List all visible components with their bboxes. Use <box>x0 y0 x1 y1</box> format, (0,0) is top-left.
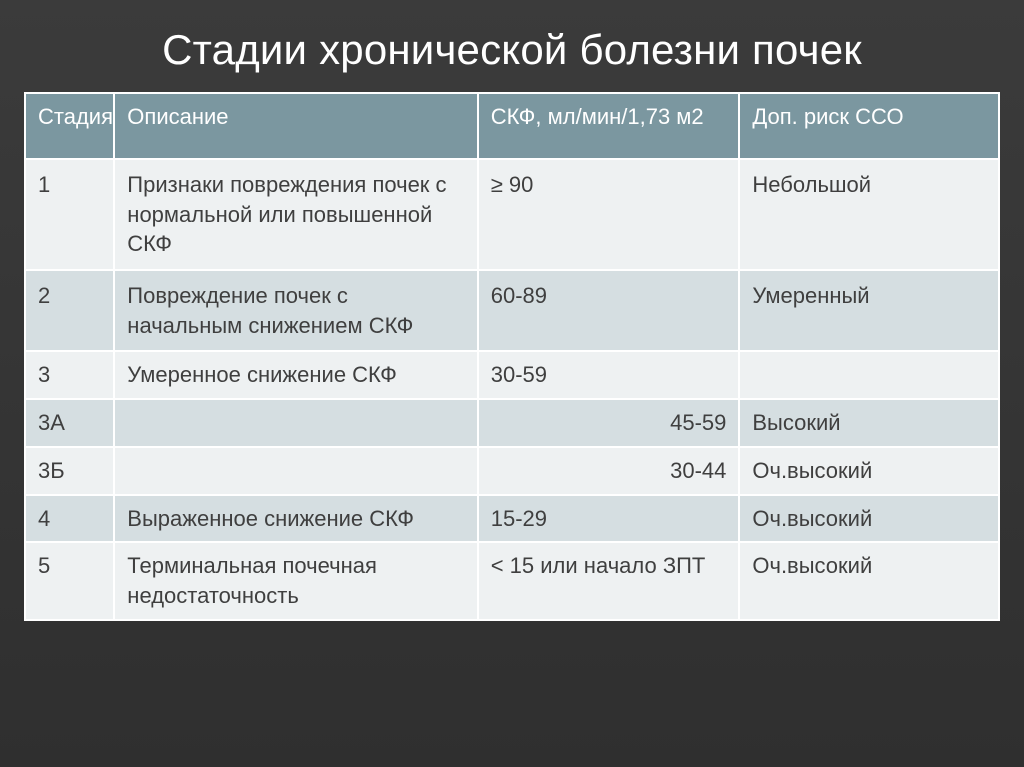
cell-risk: Оч.высокий <box>739 495 999 543</box>
cell-stage: 2 <box>25 270 114 351</box>
cell-desc: Умеренное снижение СКФ <box>114 351 477 399</box>
cell-desc <box>114 399 477 447</box>
cell-desc: Выраженное снижение СКФ <box>114 495 477 543</box>
table-row: 4 Выраженное снижение СКФ 15-29 Оч.высок… <box>25 495 999 543</box>
cell-gfr: ≥ 90 <box>478 159 740 270</box>
slide-title: Стадии хронической болезни почек <box>24 26 1000 74</box>
cell-stage: 3Б <box>25 447 114 495</box>
col-header-stage: Стадия <box>25 93 114 159</box>
table-row: 3Б 30-44 Оч.высокий <box>25 447 999 495</box>
table-body: 1 Признаки повреждения почек с нормально… <box>25 159 999 620</box>
cell-stage: 3А <box>25 399 114 447</box>
cell-desc: Признаки повреждения почек с нормальной … <box>114 159 477 270</box>
table-row: 2 Повреждение почек с начальным снижение… <box>25 270 999 351</box>
cell-risk: Оч.высокий <box>739 447 999 495</box>
cell-gfr: 60-89 <box>478 270 740 351</box>
cell-gfr: < 15 или начало ЗПТ <box>478 542 740 619</box>
col-header-desc: Описание <box>114 93 477 159</box>
cell-gfr: 30-44 <box>478 447 740 495</box>
cell-risk: Умеренный <box>739 270 999 351</box>
cell-stage: 5 <box>25 542 114 619</box>
cell-risk: Оч.высокий <box>739 542 999 619</box>
cell-gfr: 45-59 <box>478 399 740 447</box>
cell-risk <box>739 351 999 399</box>
ckd-stages-table: Стадия Описание СКФ, мл/мин/1,73 м2 Доп.… <box>24 92 1000 621</box>
cell-stage: 4 <box>25 495 114 543</box>
cell-stage: 3 <box>25 351 114 399</box>
cell-risk: Небольшой <box>739 159 999 270</box>
table-row: 3 Умеренное снижение СКФ 30-59 <box>25 351 999 399</box>
cell-desc: Терминальная почечная недостаточность <box>114 542 477 619</box>
cell-gfr: 30-59 <box>478 351 740 399</box>
cell-desc: Повреждение почек с начальным снижением … <box>114 270 477 351</box>
cell-stage: 1 <box>25 159 114 270</box>
col-header-risk: Доп. риск ССО <box>739 93 999 159</box>
cell-risk: Высокий <box>739 399 999 447</box>
slide: Стадии хронической болезни почек Стадия … <box>0 0 1024 767</box>
table-row: 1 Признаки повреждения почек с нормально… <box>25 159 999 270</box>
table-row: 3А 45-59 Высокий <box>25 399 999 447</box>
table-header-row: Стадия Описание СКФ, мл/мин/1,73 м2 Доп.… <box>25 93 999 159</box>
table-row: 5 Терминальная почечная недостаточность … <box>25 542 999 619</box>
col-header-gfr: СКФ, мл/мин/1,73 м2 <box>478 93 740 159</box>
cell-desc <box>114 447 477 495</box>
cell-gfr: 15-29 <box>478 495 740 543</box>
